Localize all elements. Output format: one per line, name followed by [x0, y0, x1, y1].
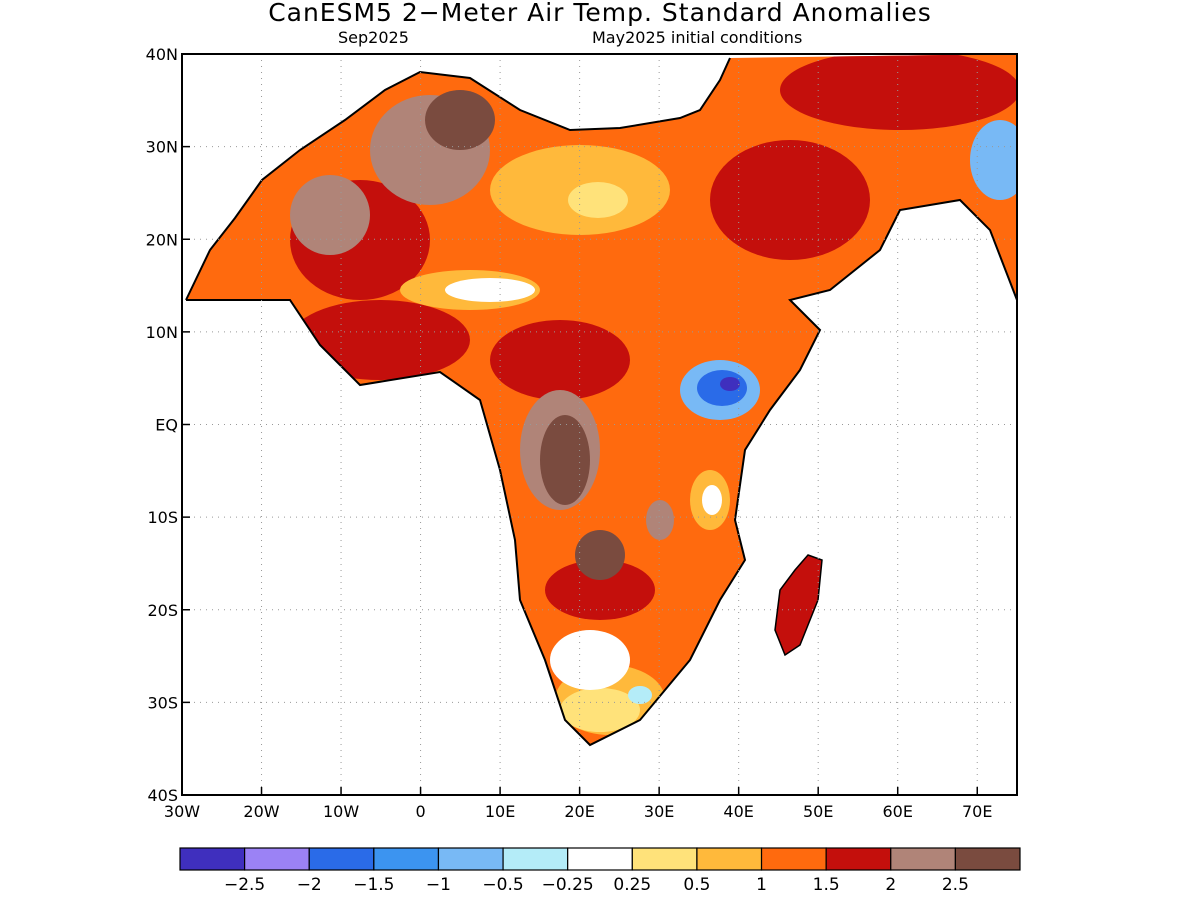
colorbar-label: 0.5 [683, 875, 710, 895]
anomaly-libya-core [568, 182, 628, 218]
anomaly-southern-central [545, 560, 655, 620]
colorbar-swatch [631, 847, 698, 871]
anomaly-middle-east [780, 54, 1017, 130]
lon-tick-label: 10E [485, 802, 515, 821]
anomaly-sahel-core [445, 278, 535, 302]
lon-tick-label: 20E [564, 802, 594, 821]
colorbar-label: 0.25 [613, 875, 651, 895]
chart-title: CanESM5 2−Meter Air Temp. Standard Anoma… [268, 0, 932, 27]
colorbar-label: 2 [885, 875, 896, 895]
colorbar-label: −1.5 [353, 875, 394, 895]
lat-tick-label: EQ [155, 416, 178, 435]
colorbar-label: 1.5 [813, 875, 840, 895]
colorbar-swatch [179, 847, 246, 871]
lat-tick-label: 20N [146, 230, 178, 249]
colorbar-swatch [954, 847, 1021, 871]
lat-tick-label: 30S [147, 693, 178, 712]
colorbar-swatch [696, 847, 763, 871]
anomaly-malawi [646, 500, 674, 540]
lon-tick-label: 60E [882, 802, 912, 821]
anomaly-mauritania [290, 175, 370, 255]
anomaly-lesotho [628, 686, 652, 704]
lon-tick-label: 10W [323, 802, 359, 821]
lon-tick-label: 0 [415, 802, 425, 821]
anomaly-zambia [575, 530, 625, 580]
lat-tick-label: 30N [146, 138, 178, 157]
colorbar-swatch [760, 847, 827, 871]
anomaly-arabia [710, 140, 870, 260]
lat-tick-label: 40S [147, 786, 178, 805]
lat-tick-label: 10S [147, 508, 178, 527]
colorbar-swatch [825, 847, 892, 871]
colorbar-swatch [890, 847, 956, 871]
coastline [185, 57, 1017, 747]
colorbar-swatch [373, 847, 440, 871]
longitude-axis: 30W 20W 10W 0 10E 20E 30E 40E 50E 60E 70E [164, 787, 992, 821]
colorbar-label: −2 [297, 875, 322, 895]
latitude-axis: 40N 30N 20N 10N EQ 10S 20S 30S 40S [146, 45, 190, 805]
lon-tick-label: 50E [803, 802, 833, 821]
anomaly-madagascar [774, 554, 823, 657]
colorbar-label: 1 [756, 875, 767, 895]
anomaly-algeria-core [425, 90, 495, 150]
lon-tick-label: 30E [644, 802, 674, 821]
lon-tick-label: 30W [164, 802, 200, 821]
colorbar-swatch [502, 847, 569, 871]
colorbar-swatch [437, 847, 504, 871]
colorbar-label: −0.5 [482, 875, 523, 895]
anomaly-kalahari [550, 630, 630, 690]
colorbar-label: −0.25 [542, 875, 594, 895]
lon-tick-label: 40E [723, 802, 753, 821]
anomaly-pakistan [970, 120, 1017, 200]
anomaly-central-africa [490, 320, 630, 400]
lat-tick-label: 20S [147, 601, 178, 620]
colorbar-swatch [308, 847, 375, 871]
colorbar-label: −1 [426, 875, 451, 895]
anomaly-tanzania-core [702, 485, 722, 515]
anomaly-south-africa-core [560, 688, 640, 732]
colorbar-label: −2.5 [224, 875, 265, 895]
colorbar: −2.5 −2 −1.5 −1 −0.5 −0.25 0.25 0.5 1 1.5 2 2.5 [179, 847, 1021, 895]
initial-conditions: May2025 initial conditions [592, 28, 803, 47]
forecast-month: Sep2025 [338, 28, 409, 47]
colorbar-swatch [567, 847, 633, 871]
lon-tick-label: 70E [962, 802, 992, 821]
lat-tick-label: 40N [146, 45, 178, 64]
anomaly-congo-core [540, 415, 590, 505]
lon-tick-label: 20W [243, 802, 279, 821]
colorbar-swatch [244, 847, 310, 871]
lat-tick-label: 10N [146, 323, 178, 342]
colorbar-label: 2.5 [942, 875, 969, 895]
anomaly-east-africa-min [720, 377, 740, 391]
